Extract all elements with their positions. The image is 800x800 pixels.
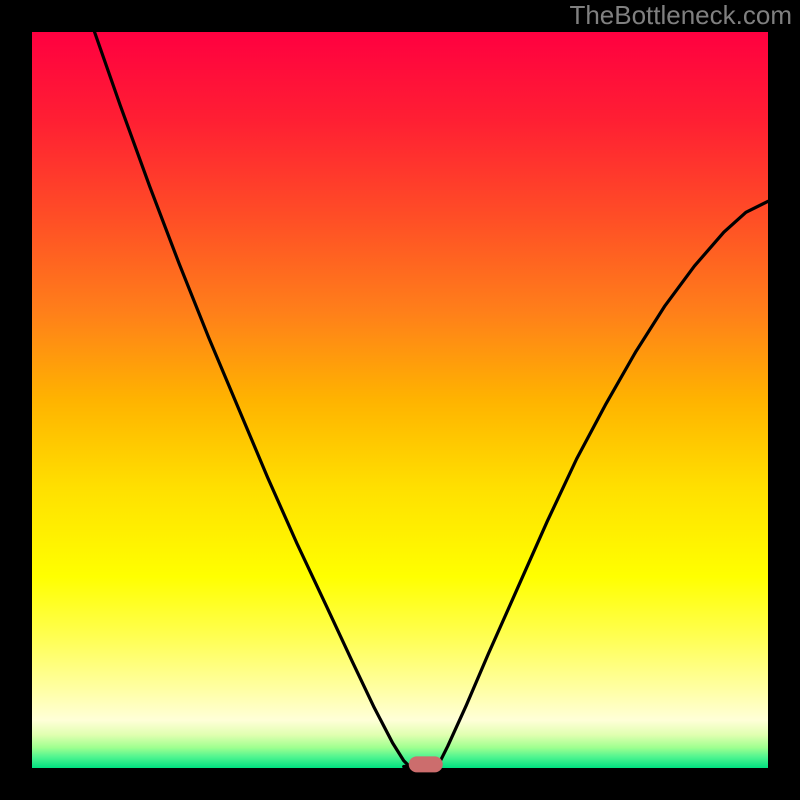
optimum-marker [409,756,443,772]
plot-background [32,32,768,768]
bottleneck-plot [0,0,800,800]
chart-root: TheBottleneck.com [0,0,800,800]
watermark-text: TheBottleneck.com [569,0,792,31]
